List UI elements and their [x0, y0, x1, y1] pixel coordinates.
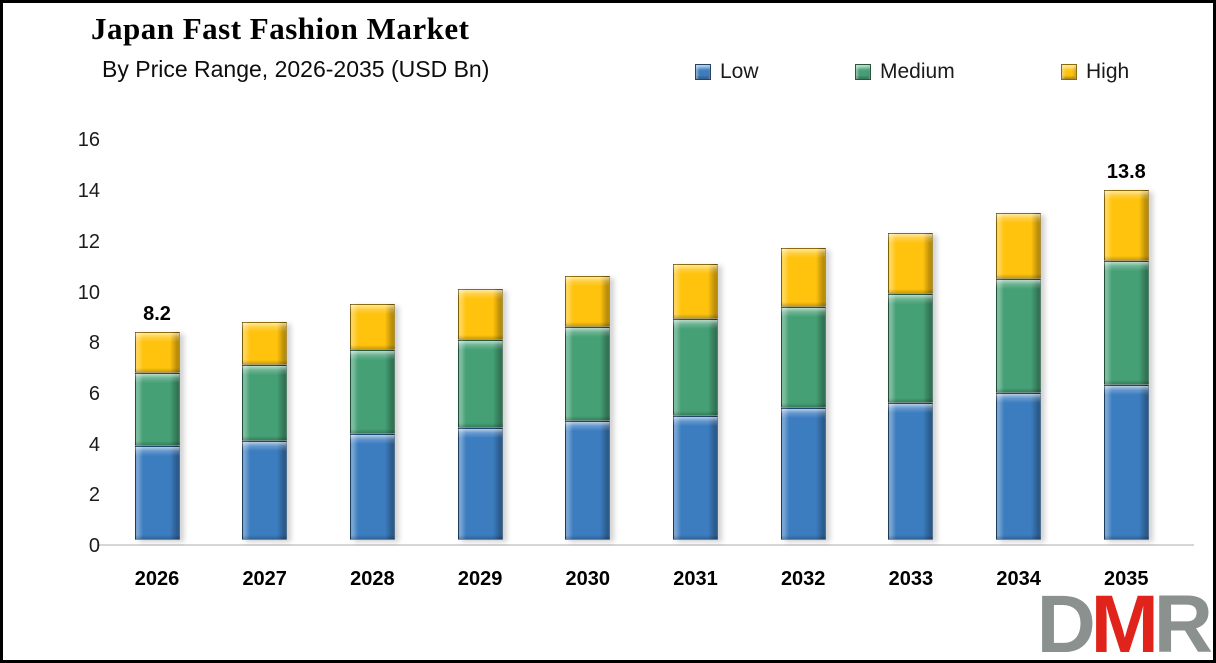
legend-marker-high-icon: [1061, 64, 1077, 80]
y-axis-tick-label: 12: [77, 230, 100, 253]
bar-segment-high-2026: [134, 332, 180, 373]
bar-segment-high-2033: [888, 233, 934, 295]
logo-letter-r: R: [1153, 579, 1213, 663]
logo-letter-d: D: [1036, 579, 1096, 663]
legend-label-medium: Medium: [880, 60, 955, 83]
x-axis-line: [98, 544, 1194, 546]
bar-segment-high-2035: [1103, 190, 1149, 262]
y-axis-tick-label: 6: [88, 382, 100, 405]
bar-2026: [134, 332, 180, 540]
x-axis-tick-label-2026: 2026: [134, 568, 180, 590]
bar-segment-medium-2031: [673, 319, 718, 416]
bar-segment-low-2028: [349, 433, 395, 540]
bar-segment-low-2034: [996, 392, 1042, 540]
bar-segment-low-2033: [888, 403, 934, 540]
bar-2033: [888, 233, 934, 540]
y-axis-tick-label: 10: [77, 281, 100, 304]
bar-segment-high-2030: [565, 276, 611, 328]
y-axis-tick-label: 2: [88, 484, 100, 507]
legend-item-medium: Medium: [855, 60, 955, 84]
x-axis-tick-label-2031: 2031: [673, 568, 718, 590]
bar-segment-low-2026: [134, 446, 180, 540]
bar-2032: [780, 248, 826, 540]
bar-2035: [1103, 190, 1149, 540]
bar-segment-medium-2032: [780, 306, 826, 409]
legend-marker-low-icon: [695, 64, 711, 80]
y-axis-tick-label: 4: [88, 433, 100, 456]
bar-segment-medium-2030: [565, 327, 611, 421]
legend-item-low: Low: [695, 60, 759, 84]
x-axis-tick-label-2029: 2029: [457, 568, 503, 590]
bar-segment-high-2027: [242, 322, 288, 366]
bar-2031: [673, 263, 718, 540]
x-axis-tick-label-2028: 2028: [350, 568, 395, 590]
dmr-logo: D M R: [1036, 579, 1213, 663]
chart-title: Japan Fast Fashion Market: [91, 11, 470, 46]
bar-segment-low-2032: [780, 408, 826, 540]
bar-segment-high-2028: [349, 304, 395, 350]
bar-segment-low-2030: [565, 420, 611, 540]
bar-segment-medium-2027: [242, 365, 288, 442]
y-axis-tick-label: 0: [88, 535, 100, 557]
logo-letter-m: M: [1090, 579, 1159, 663]
bar-segment-medium-2035: [1103, 261, 1149, 386]
bar-segment-medium-2033: [888, 294, 934, 404]
bar-segment-low-2027: [242, 441, 288, 540]
bar-2027: [242, 322, 288, 540]
y-axis-tick-label: 16: [77, 129, 100, 152]
bar-segment-medium-2029: [457, 339, 503, 429]
legend-label-low: Low: [720, 60, 759, 83]
bar-segment-low-2031: [673, 415, 718, 540]
legend-item-high: High: [1061, 60, 1129, 84]
x-axis-tick-label-2033: 2033: [888, 568, 934, 590]
bar-total-label-2026: 8.2: [143, 303, 171, 326]
x-axis-tick-label-2032: 2032: [780, 568, 826, 590]
bar-segment-medium-2028: [349, 349, 395, 434]
legend-marker-medium-icon: [855, 64, 871, 80]
bar-2028: [349, 304, 395, 540]
chart-subtitle: By Price Range, 2026-2035 (USD Bn): [102, 56, 490, 82]
x-axis-tick-label-2034: 2034: [996, 568, 1041, 590]
x-axis-tick-label-2035: 2035: [1104, 568, 1149, 590]
bar-segment-high-2034: [996, 213, 1042, 279]
y-axis-tick-label: 14: [77, 180, 100, 203]
bar-segment-high-2032: [780, 248, 826, 307]
bar-segment-medium-2026: [134, 372, 180, 447]
y-axis-tick-label: 8: [88, 332, 100, 355]
x-axis-tick-label-2030: 2030: [565, 568, 611, 590]
bar-segment-high-2031: [673, 263, 718, 320]
bar-segment-low-2029: [457, 428, 503, 540]
x-axis-tick-label-2027: 2027: [242, 568, 287, 590]
bar-2029: [457, 289, 503, 540]
bar-segment-low-2035: [1103, 385, 1149, 540]
bar-segment-medium-2034: [996, 278, 1042, 393]
bar-segment-high-2029: [457, 289, 503, 340]
bar-2030: [565, 276, 611, 540]
bar-2034: [996, 213, 1042, 540]
legend-label-high: High: [1086, 60, 1130, 83]
bar-total-label-2035: 13.8: [1106, 161, 1146, 184]
